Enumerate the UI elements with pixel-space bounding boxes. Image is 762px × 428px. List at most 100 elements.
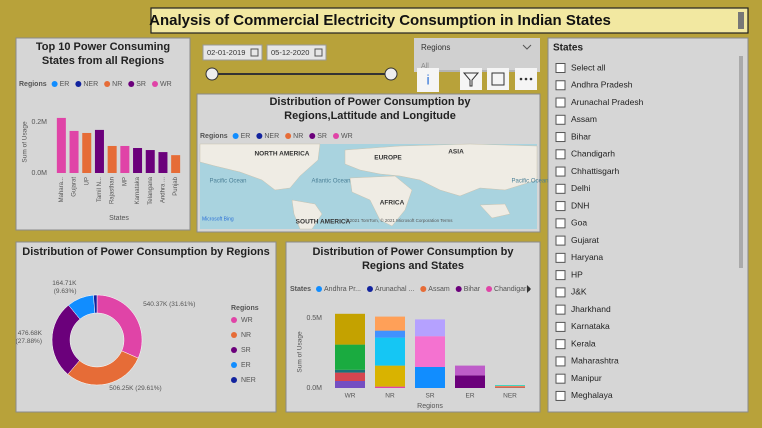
legend-label: NER (264, 133, 279, 140)
state-option[interactable]: Chhattisgarh (571, 166, 619, 176)
focus-button[interactable] (487, 68, 509, 90)
data-label: 476.68K (27.88%) (15, 330, 42, 346)
checkbox[interactable] (555, 218, 566, 229)
dot[interactable] (519, 77, 523, 81)
checkbox[interactable] (555, 252, 566, 263)
map-label: Pacific Ocean (209, 179, 246, 185)
checkbox[interactable] (555, 97, 566, 108)
map-label: Pacific Ocean (511, 179, 548, 185)
checkbox[interactable] (555, 149, 566, 160)
bar (107, 145, 117, 173)
state-option[interactable]: Haryana (571, 252, 603, 262)
state-option[interactable]: Karnataka (571, 321, 610, 331)
bar-segment (495, 386, 525, 388)
checkbox[interactable] (555, 356, 566, 367)
calendar-icon[interactable] (250, 48, 259, 57)
checkbox[interactable] (555, 114, 566, 125)
scrollbar[interactable] (739, 56, 743, 268)
x-axis-title: States (109, 215, 129, 222)
checkbox[interactable] (555, 390, 566, 401)
state-option[interactable]: Andhra Pradesh (571, 80, 633, 90)
bar-segment (335, 344, 365, 370)
bar (120, 145, 130, 173)
legend-label: NER (83, 81, 98, 88)
bar-segment (375, 330, 405, 338)
state-option[interactable]: HP (571, 269, 583, 279)
bar-segment (495, 385, 525, 386)
state-option[interactable]: J&K (571, 287, 587, 297)
state-option[interactable]: Maharashtra (571, 356, 619, 366)
state-option[interactable]: Jharkhand (571, 304, 611, 314)
slider-handle[interactable] (384, 67, 398, 81)
state-option[interactable]: Bihar (571, 131, 591, 141)
legend-dot (309, 133, 316, 139)
legend-dot (231, 347, 237, 353)
state-option[interactable]: DNH (571, 200, 589, 210)
date-box[interactable] (202, 44, 263, 61)
legend-title: Regions (200, 133, 228, 140)
checkbox[interactable] (555, 321, 566, 332)
date-box[interactable] (266, 44, 327, 61)
bar-segment (335, 381, 365, 388)
x-tick-label: Rajasthan (110, 177, 116, 204)
state-option[interactable]: Delhi (571, 183, 590, 193)
x-tick-label: WR (345, 393, 356, 400)
info-button[interactable] (417, 68, 439, 92)
state-option[interactable]: Meghalaya (571, 390, 613, 400)
state-option[interactable]: Manipur (571, 373, 602, 383)
dot[interactable] (529, 77, 533, 81)
dot[interactable] (524, 77, 528, 81)
checkbox[interactable] (555, 201, 566, 212)
info-icon[interactable]: i (426, 72, 429, 88)
x-tick-label: SR (425, 393, 434, 400)
date-end[interactable]: 05-12-2020 (271, 48, 309, 57)
checkbox[interactable] (555, 339, 566, 350)
state-option[interactable]: Arunachal Pradesh (571, 97, 644, 107)
checkbox[interactable] (555, 373, 566, 384)
state-option[interactable]: Goa (571, 218, 587, 228)
data-label-box: 164.71K (9.63%) (52, 280, 76, 295)
legend-label: WR (160, 81, 172, 88)
checkbox[interactable] (555, 270, 566, 281)
checkbox[interactable] (555, 63, 566, 73)
state-option[interactable]: Gujarat (571, 235, 600, 245)
bar-segment (455, 375, 485, 388)
y-tick-label: 0.0M (31, 170, 47, 177)
legend-label: NR (241, 332, 251, 339)
legend-label: Assam (428, 286, 450, 293)
checkbox[interactable] (555, 235, 566, 246)
checkbox[interactable] (555, 80, 566, 91)
legend-next[interactable] (527, 285, 531, 293)
state-option[interactable]: Select all (571, 62, 606, 72)
chart-title-box: Distribution of Power Consumption by Reg… (22, 246, 270, 258)
state-option[interactable]: Assam (571, 114, 597, 124)
legend-label: ER (60, 81, 70, 88)
map-label: Atlantic Ocean (311, 179, 350, 185)
region-slicer[interactable] (414, 38, 540, 72)
checkbox[interactable] (555, 287, 566, 298)
state-option[interactable]: Kerala (571, 338, 596, 348)
checkbox[interactable] (555, 166, 566, 177)
focus-icon[interactable] (491, 72, 505, 86)
slider-handle[interactable] (205, 67, 219, 81)
calendar-icon[interactable] (314, 48, 323, 57)
bar-segment (375, 337, 405, 366)
legend-dot (256, 133, 263, 139)
chart-title: Distribution of Power Consumption by Reg… (312, 246, 514, 272)
checkbox[interactable] (555, 304, 566, 315)
x-tick-label: MP (122, 177, 128, 186)
legend-dot (51, 81, 58, 87)
region-slicer-value[interactable]: All (421, 63, 429, 70)
filter-button[interactable] (460, 68, 482, 90)
map-label: ASIA (448, 149, 464, 156)
state-option[interactable]: Chandigarh (571, 149, 615, 159)
checkbox[interactable] (555, 183, 566, 194)
filter-icon[interactable] (462, 72, 480, 87)
bar-segment (375, 316, 405, 331)
map-title-box: Distribution of Power Consumption by Reg… (269, 96, 470, 122)
checkbox[interactable] (555, 132, 566, 143)
chevron[interactable] (522, 44, 532, 50)
legend-label: Andhra Pr... (324, 286, 361, 293)
date-start[interactable]: 02-01-2019 (207, 48, 245, 57)
legend-label: SR (317, 133, 327, 140)
